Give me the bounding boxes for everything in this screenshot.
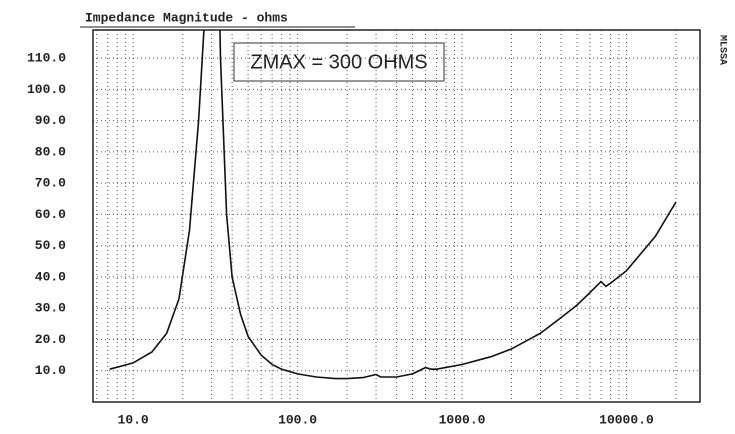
y-tick-label: 100.0: [27, 82, 66, 97]
annotation-box: [233, 42, 445, 82]
x-tick-label: 100.0: [278, 412, 317, 427]
chart-title: Impedance Magnitude - ohms: [85, 10, 288, 25]
y-tick-label: 50.0: [35, 238, 66, 253]
side-label: MLSSA: [716, 35, 727, 65]
y-tick-label: 90.0: [35, 113, 66, 128]
y-tick-label: 70.0: [35, 176, 66, 191]
y-tick-label: 60.0: [35, 207, 66, 222]
plot-area: [109, 30, 677, 380]
line-series: [109, 30, 677, 380]
x-tick-label: 10000.0: [599, 412, 654, 427]
y-tick-label: 40.0: [35, 269, 66, 284]
annotation: ZMAX = 300 OHMS: [250, 51, 427, 73]
plot-frame: [92, 29, 701, 403]
y-tick-label: 80.0: [35, 144, 66, 159]
y-tick-label: 20.0: [35, 332, 66, 347]
y-tick-label: 30.0: [35, 301, 66, 316]
x-tick-label: 10.0: [118, 412, 149, 427]
x-tick-label: 1000.0: [439, 412, 486, 427]
y-tick-label: 10.0: [35, 363, 66, 378]
y-tick-label: 110.0: [27, 51, 66, 66]
